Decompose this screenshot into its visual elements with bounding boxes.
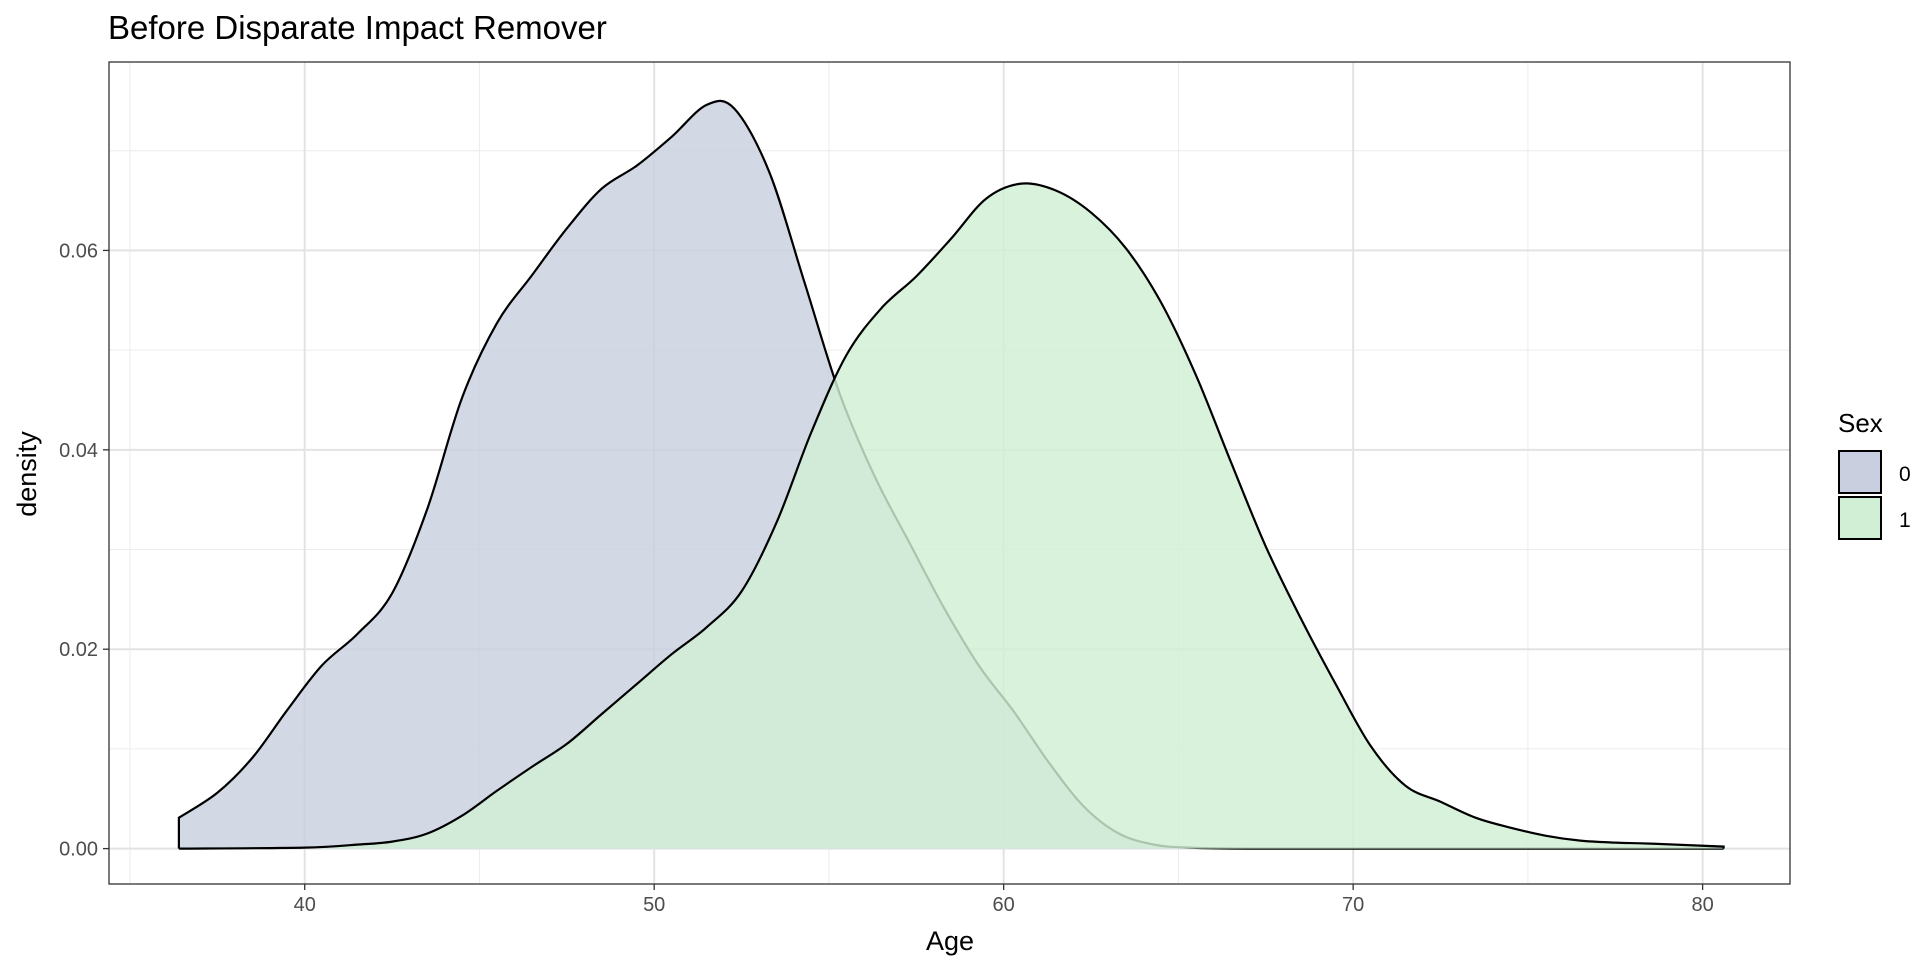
y-tick-label-1: 0.02 [59, 639, 98, 661]
chart-title: Before Disparate Impact Remover [108, 9, 607, 46]
y-tick-label-3: 0.06 [59, 240, 98, 262]
x-tick-label-2: 60 [993, 894, 1015, 916]
density-area-0 [178, 100, 1724, 849]
x-tick-label-4: 80 [1692, 894, 1714, 916]
legend-key-0 [1838, 450, 1882, 494]
legend-key-1 [1838, 496, 1882, 540]
legend-title: Sex [1838, 408, 1883, 438]
y-axis-title: density [12, 431, 42, 517]
panel-border [108, 61, 1791, 885]
legend-label-1: 1 [1899, 509, 1911, 532]
x-tick-label-1: 50 [643, 894, 665, 916]
x-tick-label-3: 70 [1342, 894, 1364, 916]
legend-label-0: 0 [1899, 463, 1911, 486]
density-line-1 [178, 182, 1725, 850]
density-area-1 [178, 183, 1724, 849]
legend: Sex 0 1 [1838, 408, 1911, 540]
y-tick-label-0: 0.00 [59, 839, 98, 861]
y-tick-label-2: 0.04 [59, 440, 98, 462]
tick-layer: 40 50 60 70 80 0.00 0.02 0.04 0.06 [59, 240, 1714, 916]
x-axis-title: Age [926, 926, 974, 956]
area-layer [177, 99, 1725, 850]
x-tick-label-0: 40 [294, 894, 316, 916]
